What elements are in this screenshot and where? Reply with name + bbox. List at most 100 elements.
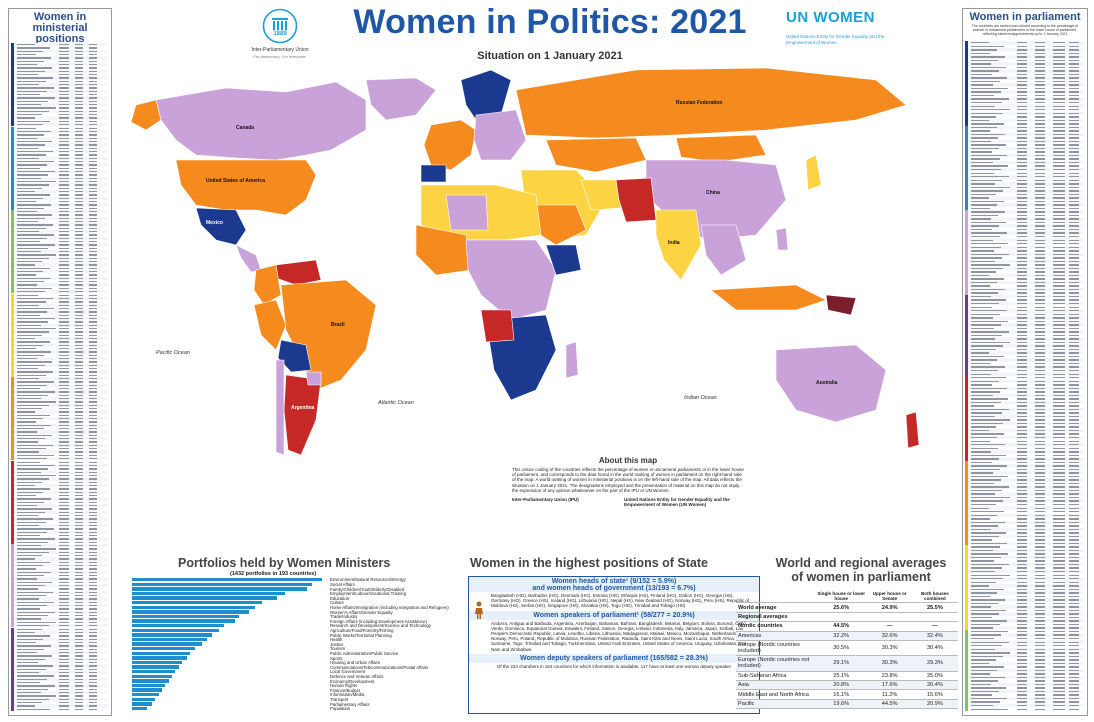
ranking-value [75,364,83,366]
regional-table: Single house or lower house Upper house … [736,590,958,710]
ranking-row [965,143,1084,147]
ranking-value [1069,567,1079,569]
ranking-band [11,163,14,167]
ranking-band [965,340,968,345]
angola-shape [480,309,515,343]
ranking-band [11,43,14,47]
ranking-row [965,513,1084,518]
ranking-name [971,218,991,220]
ranking-band [965,330,968,334]
ranking-value [89,555,97,557]
ranking-name [971,278,1004,280]
ranking-value [1053,84,1065,86]
regional-row-value: 11.2% [867,689,912,700]
ranking-row [11,106,108,110]
regional-row: Nordic countries 44.5% — — [736,621,958,632]
ranking-name [17,675,54,677]
ranking-value [59,354,69,356]
ranking-value [89,494,97,497]
ranking-name [17,678,47,680]
ranking-row [11,670,108,675]
ranking-name [971,253,1009,256]
ranking-value [75,524,83,527]
ranking-value [1017,109,1027,111]
ranking-row [11,517,108,521]
ranking-value [59,678,69,680]
ranking-row [11,650,108,655]
ranking-band [965,591,968,595]
ranking-value [59,180,69,183]
ranking-row [11,533,108,538]
central-africa-shape [465,239,557,321]
ranking-value [1069,578,1079,580]
ranking-value [75,578,83,580]
ranking-row [965,569,1084,574]
ranking-name [971,119,989,122]
ranking-row [11,510,108,514]
ocean-label-pacific: Pacific Ocean [156,350,190,356]
ranking-band [11,293,14,297]
ranking-name [971,542,1007,545]
regional-row: Europe (Nordic countries included) 30.5% 3… [736,640,958,657]
ranking-value [1053,405,1065,407]
ranking-value [1069,278,1079,280]
ranking-name [971,243,1008,245]
ranking-value [89,207,97,209]
portfolio-bar [132,624,224,628]
ranking-band [11,173,14,177]
ranking-value [1035,630,1045,633]
ranking-row [965,210,1084,214]
ranking-value [1017,429,1027,432]
ranking-value [1035,489,1045,492]
ranking-value [1017,539,1027,541]
ranking-band [965,651,968,655]
ranking-value [1053,454,1065,457]
ranking-value [1069,320,1079,323]
ranking-name [971,655,1003,658]
ranking-value [89,605,97,607]
ranking-row [965,665,1084,669]
ranking-value [75,367,83,370]
ranking-name [971,532,1006,534]
ranking-value [75,354,83,356]
ranking-band [11,343,14,347]
ranking-value [1069,144,1079,146]
ranking-value [59,391,69,393]
ranking-row [11,156,108,160]
ranking-name [17,481,42,483]
ranking-value [1053,486,1065,488]
ranking-name [17,114,42,116]
left-ranking-table [11,43,108,711]
ranking-band [11,199,14,204]
ranking-band [11,393,14,398]
ranking-value [1017,623,1027,626]
ipu-logo [262,8,298,44]
ranking-value [1017,447,1027,449]
ranking-value [89,384,97,386]
ranking-name [971,42,989,44]
ranking-name [971,581,996,583]
regional-col-3: Both houses combined [911,590,958,604]
ranking-band [11,210,14,214]
ranking-band [11,640,14,645]
ranking-value [75,231,83,233]
ranking-value [1053,355,1065,358]
ranking-name [17,160,54,163]
ranking-value [89,414,97,417]
ranking-band [965,443,968,447]
ranking-value [1035,310,1045,312]
ranking-value [1069,352,1079,354]
ranking-name [17,591,53,594]
ranking-value [1017,172,1027,174]
portfolio-label: Environment/Natural Resources/Energy [330,577,406,583]
ranking-value [1069,137,1079,139]
ranking-name [971,525,998,527]
ranking-band [965,167,968,172]
ranking-value [1053,606,1065,608]
ranking-name [17,641,36,644]
ranking-value [1053,482,1065,485]
ranking-value [1035,560,1045,562]
ranking-row [11,323,108,327]
ranking-name [971,503,996,506]
saudi-arabia-shape [535,204,587,246]
